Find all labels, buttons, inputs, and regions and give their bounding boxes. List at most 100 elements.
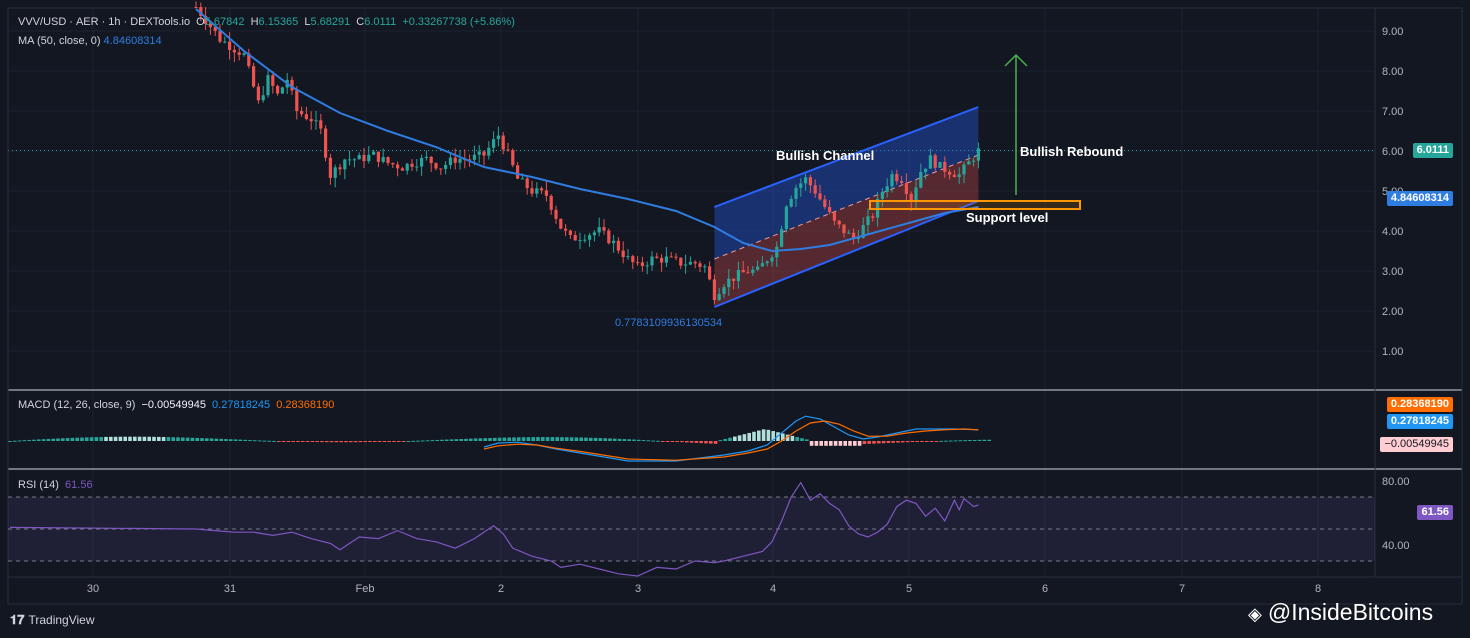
candle-body bbox=[664, 256, 668, 263]
macd-histogram-bar bbox=[27, 439, 31, 441]
macd-legend[interactable]: MACD (12, 26, close, 9) −0.00549945 0.27… bbox=[18, 399, 337, 411]
macd-histogram-bar bbox=[459, 438, 463, 441]
macd-histogram-bar bbox=[113, 436, 118, 441]
candle-body bbox=[276, 85, 280, 94]
candle-body bbox=[636, 262, 640, 264]
macd-histogram-bar bbox=[286, 441, 291, 442]
candle-body bbox=[823, 199, 827, 208]
symbol-name[interactable]: VVV/USD bbox=[18, 16, 67, 28]
macd-histogram-bar bbox=[267, 440, 271, 442]
macd-histogram-bar bbox=[718, 440, 723, 442]
low-label: L bbox=[304, 16, 311, 28]
candle-body bbox=[972, 160, 976, 162]
price-tick-label: 1.00 bbox=[1382, 346, 1403, 358]
macd-histogram-bar bbox=[790, 435, 795, 441]
candle-body bbox=[573, 234, 577, 241]
candle-body bbox=[880, 191, 884, 199]
candle-body bbox=[928, 155, 932, 169]
price-tick-label: 4.00 bbox=[1382, 226, 1403, 238]
macd-histogram-bar bbox=[109, 436, 113, 441]
rsi-tick-label: 40.00 bbox=[1382, 540, 1410, 552]
candle-body bbox=[400, 168, 404, 171]
macd-histogram-bar bbox=[61, 438, 65, 441]
tradingview-logo[interactable]: 𝟏𝟕 TradingView bbox=[10, 612, 95, 628]
macd-histogram-bar bbox=[545, 437, 550, 441]
candle-body bbox=[588, 235, 592, 240]
x-tick-label: 3 bbox=[635, 583, 641, 595]
candle-body bbox=[708, 266, 712, 280]
candle-body bbox=[453, 157, 457, 163]
candle-body bbox=[722, 287, 726, 294]
macd-histogram-bar bbox=[344, 441, 348, 443]
candle-body bbox=[967, 161, 971, 165]
macd-histogram-bar bbox=[382, 441, 387, 442]
macd-histogram-bar bbox=[233, 439, 238, 441]
macd-histogram-bar bbox=[128, 436, 132, 441]
candle-body bbox=[559, 218, 563, 229]
ma-legend[interactable]: MA (50, close, 0) 4.84608314 bbox=[18, 35, 165, 47]
macd-histogram-bar bbox=[877, 441, 881, 444]
candle-body bbox=[837, 220, 841, 225]
macd-histogram-bar bbox=[272, 440, 276, 442]
macd-hist-tag: −0.00549945 bbox=[1380, 437, 1453, 452]
support-level-label: Support level bbox=[966, 210, 1048, 225]
candle-body bbox=[948, 171, 952, 175]
candle-body bbox=[468, 159, 472, 161]
macd-histogram-bar bbox=[488, 437, 492, 441]
candle-body bbox=[328, 157, 332, 178]
support-zone bbox=[869, 200, 1081, 210]
macd-histogram-bar bbox=[968, 440, 972, 442]
macd-histogram-bar bbox=[401, 441, 406, 442]
macd-histogram-bar bbox=[531, 437, 535, 441]
macd-histogram-bar bbox=[41, 439, 46, 441]
macd-histogram-bar bbox=[925, 441, 929, 442]
macd-histogram-bar bbox=[555, 437, 559, 441]
candle-body bbox=[592, 232, 596, 236]
candle-body bbox=[405, 163, 409, 171]
candle-body bbox=[444, 164, 448, 169]
macd-histogram-bar bbox=[694, 441, 699, 443]
macd-histogram-bar bbox=[838, 441, 843, 446]
candle-body bbox=[650, 256, 654, 266]
macd-histogram-bar bbox=[737, 435, 742, 441]
price-tag: 6.0111 bbox=[1412, 143, 1453, 158]
candle-body bbox=[799, 183, 803, 188]
close-label: C bbox=[356, 16, 365, 28]
macd-label: MACD (12, 26, close, 9) bbox=[18, 399, 136, 411]
candle-body bbox=[458, 159, 462, 163]
candle-body bbox=[602, 227, 606, 231]
price-tick-label: 7.00 bbox=[1382, 106, 1403, 118]
candle-body bbox=[487, 147, 491, 156]
macd-histogram-bar bbox=[622, 439, 627, 441]
ma-value: 4.84608314 bbox=[103, 35, 162, 47]
candle-body bbox=[597, 227, 601, 233]
macd-histogram-bar bbox=[478, 438, 483, 441]
macd-histogram-bar bbox=[536, 437, 540, 441]
macd-histogram-bar bbox=[147, 436, 151, 441]
candle-body bbox=[679, 257, 683, 266]
candle-body bbox=[352, 159, 356, 161]
channel-upper-line bbox=[714, 106, 979, 208]
ma-line bbox=[195, 8, 979, 253]
rsi-legend[interactable]: RSI (14) 61.56 bbox=[18, 479, 96, 491]
candle-body bbox=[717, 293, 721, 300]
high-value: 6.15365 bbox=[258, 16, 299, 28]
channel-mid-line bbox=[714, 154, 979, 260]
candle-body bbox=[256, 86, 260, 101]
interval-label[interactable]: 1h bbox=[108, 16, 121, 28]
grid-lines bbox=[8, 8, 1375, 577]
candle-body bbox=[765, 261, 769, 264]
macd-histogram-bar bbox=[944, 440, 948, 442]
macd-histogram-bar bbox=[176, 437, 180, 441]
macd-histogram-bar bbox=[939, 440, 943, 442]
pane-borders bbox=[7, 7, 1463, 605]
macd-histogram-bar bbox=[190, 437, 195, 441]
candle-body bbox=[856, 237, 860, 240]
macd-histogram-bar bbox=[435, 439, 439, 441]
macd-histogram-bar bbox=[425, 440, 430, 442]
macd-histogram-bar bbox=[805, 439, 809, 441]
price-tick-label: 8.00 bbox=[1382, 66, 1403, 78]
candle-body bbox=[756, 266, 760, 270]
macd-histogram-bar bbox=[521, 437, 526, 441]
